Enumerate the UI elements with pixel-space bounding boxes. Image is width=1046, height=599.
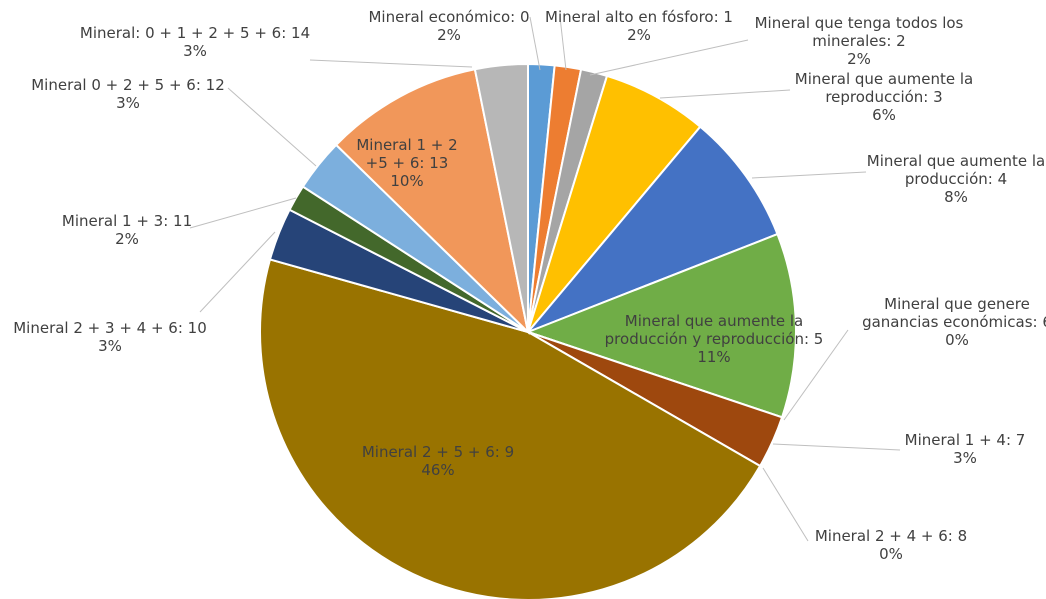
slice-label-line: minerales: 2 (812, 32, 905, 50)
slice-label-line: producción y reproducción: 5 (605, 330, 824, 348)
slice-percent: 46% (421, 461, 454, 479)
slice-label-line: Mineral 1 + 3: 11 (62, 212, 192, 230)
slice-percent: 2% (437, 26, 461, 44)
slice-label: Mineral económico: 0 2% (368, 8, 529, 44)
slice-label: Mineral 1 + 4: 7 3% (905, 431, 1026, 467)
pie-slice (527, 125, 779, 333)
slice-label-line: Mineral alto en fósforo: 1 (545, 8, 733, 26)
slice-label-line: Mineral 2 + 4 + 6: 8 (815, 527, 967, 545)
slice-label-line: Mineral que tenga todos los (755, 14, 964, 32)
leader-line (772, 443, 901, 451)
slice-label: Mineral 2 + 5 + 6: 9 46% (362, 443, 514, 479)
leader-line (227, 87, 317, 167)
slice-label-line: producción: 4 (905, 170, 1007, 188)
slice-label-line: Mineral que genere (884, 295, 1030, 313)
slice-label-line: Mineral: 0 + 1 + 2 + 5 + 6: 14 (80, 24, 310, 42)
slice-label-line: Mineral que aumente la (795, 70, 973, 88)
slice-label: Mineral alto en fósforo: 1 2% (545, 8, 733, 44)
slice-label: Mineral que genere ganancias económicas: … (862, 295, 1046, 349)
leader-line (783, 329, 849, 421)
slice-label-line: Mineral 1 + 2 (356, 136, 457, 154)
pie-slice (259, 258, 762, 599)
slice-percent: 3% (98, 337, 122, 355)
slice-label: Mineral 2 + 4 + 6: 8 0% (815, 527, 967, 563)
slice-label-line: Mineral económico: 0 (368, 8, 529, 26)
slice-label-line: Mineral 2 + 3 + 4 + 6: 10 (13, 319, 207, 337)
slice-percent: 2% (627, 26, 651, 44)
leader-line (559, 16, 567, 71)
slice-label: Mineral 1 + 3: 11 2% (62, 212, 192, 248)
slice-label-line: ganancias económicas: 6 (862, 313, 1046, 331)
leader-line (529, 16, 541, 71)
slice-label-line: +5 + 6: 13 (366, 154, 449, 172)
slice-percent: 3% (183, 42, 207, 60)
slice-percent: 3% (953, 449, 977, 467)
leader-line (309, 59, 473, 68)
slice-label-line: Mineral 1 + 4: 7 (905, 431, 1026, 449)
slice-percent: 10% (390, 172, 423, 190)
slice-percent: 8% (944, 188, 968, 206)
leader-line (659, 89, 791, 99)
slice-label: Mineral 1 + 2 +5 + 6: 13 10% (356, 136, 457, 190)
data-labels: Mineral económico: 0 2%Mineral alto en fó… (13, 8, 1046, 563)
slice-label-line: reproducción: 3 (825, 88, 942, 106)
slice-label-line: Mineral 2 + 5 + 6: 9 (362, 443, 514, 461)
slice-percent: 0% (879, 545, 903, 563)
leader-line (189, 197, 297, 229)
slice-percent: 3% (116, 94, 140, 112)
leader-line (199, 231, 276, 313)
pie-slice (473, 62, 529, 333)
leader-line (751, 171, 867, 179)
slice-label: Mineral 2 + 3 + 4 + 6: 10 3% (13, 319, 207, 355)
slice-percent: 6% (872, 106, 896, 124)
slice-label-line: Mineral que aumente la (625, 312, 803, 330)
slice-label: Mineral que aumente la reproducción: 3 6% (795, 70, 973, 124)
slice-label-line: Mineral 0 + 2 + 5 + 6: 12 (31, 76, 225, 94)
slice-percent: 11% (697, 348, 730, 366)
leader-lines (189, 16, 901, 542)
leader-line (762, 467, 809, 542)
slice-label: Mineral 0 + 2 + 5 + 6: 12 3% (31, 76, 225, 112)
slice-percent: 0% (945, 331, 969, 349)
slice-label: Mineral: 0 + 1 + 2 + 5 + 6: 14 3% (80, 24, 310, 60)
slice-percent: 2% (115, 230, 139, 248)
slice-label-line: Mineral que aumente la (867, 152, 1045, 170)
pie-slice (525, 232, 797, 419)
leader-line (589, 39, 749, 76)
pie-slice (334, 68, 530, 335)
slice-percent: 2% (847, 50, 871, 68)
slice-label: Mineral que aumente la producción y repro… (605, 312, 824, 366)
slice-label: Mineral que aumente la producción: 4 8% (867, 152, 1045, 206)
